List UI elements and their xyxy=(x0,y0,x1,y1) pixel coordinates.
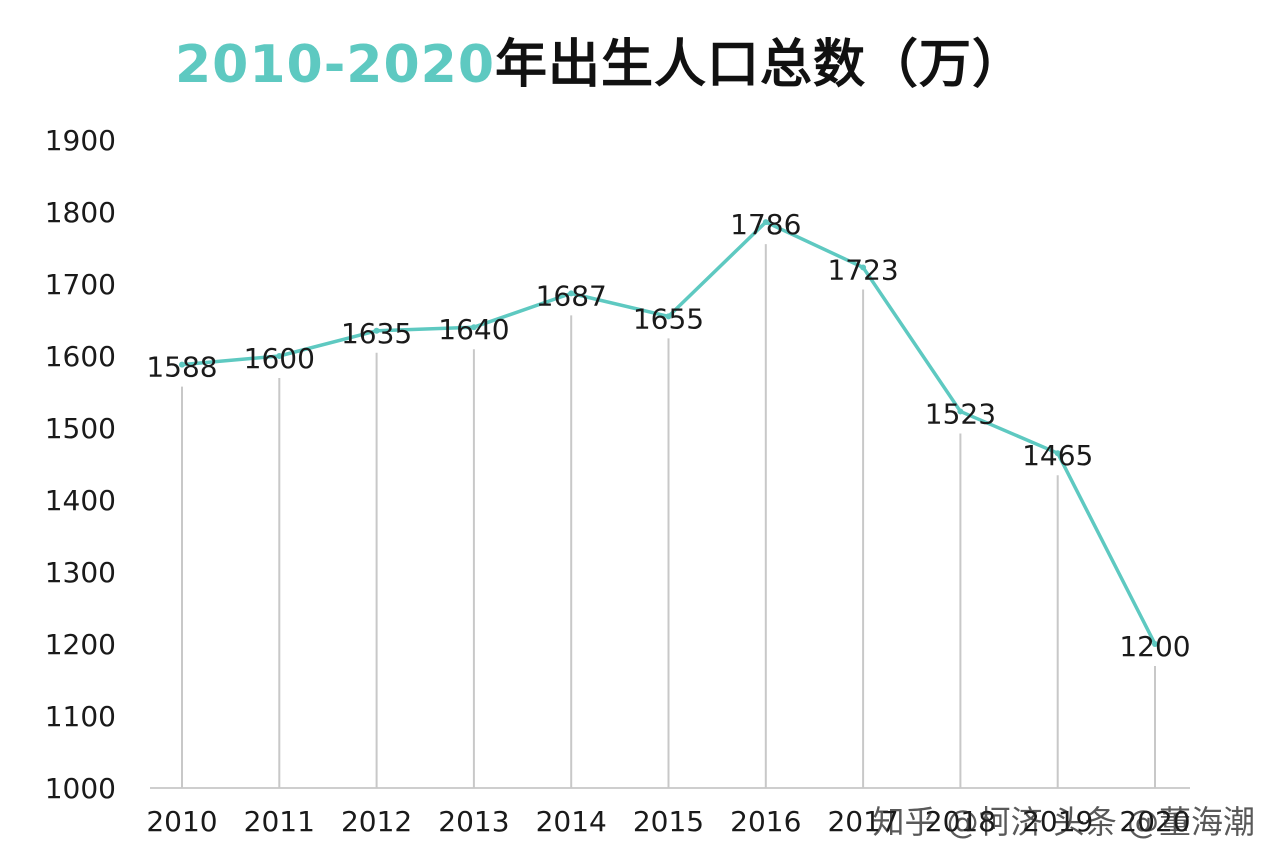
data-label: 1687 xyxy=(536,279,607,312)
data-point xyxy=(373,327,380,334)
data-label: 1723 xyxy=(827,253,898,286)
x-tick-label: 2017 xyxy=(827,805,898,838)
data-point xyxy=(665,313,672,320)
chart-title-text: 年出生人口总数（万） xyxy=(495,35,1026,95)
data-label: 1600 xyxy=(244,342,315,375)
data-point xyxy=(762,219,769,226)
x-tick-label: 2016 xyxy=(730,805,801,838)
y-tick-label: 1200 xyxy=(45,628,116,661)
y-tick-label: 1300 xyxy=(45,556,116,589)
data-label: 1588 xyxy=(146,351,217,384)
x-tick-label: 2019 xyxy=(1022,805,1093,838)
y-tick-label: 1600 xyxy=(45,340,116,373)
y-tick-label: 1700 xyxy=(45,268,116,301)
x-tick-label: 2020 xyxy=(1119,805,1190,838)
watermark-text: 知乎 @柯济 头条 @董海潮 xyxy=(872,803,1255,841)
data-label: 1200 xyxy=(1119,630,1190,663)
x-tick-label: 2018 xyxy=(925,805,996,838)
data-point xyxy=(276,353,283,359)
y-tick-label: 1000 xyxy=(45,772,116,805)
y-tick-label: 1800 xyxy=(45,196,116,229)
data-point xyxy=(860,264,867,271)
chart-title-years: 2010-2020 xyxy=(174,35,496,95)
y-tick-label: 1900 xyxy=(45,124,116,157)
y-tick-label: 1100 xyxy=(45,700,116,733)
chart-title: 2010-2020年出生人口总数（万） xyxy=(0,22,1200,97)
x-tick-label: 2011 xyxy=(244,805,315,838)
data-label: 1655 xyxy=(633,302,704,335)
data-point xyxy=(179,361,185,368)
data-point xyxy=(470,324,477,331)
y-tick-label: 1400 xyxy=(45,484,116,517)
x-tick-label: 2012 xyxy=(341,805,412,838)
x-tick-label: 2013 xyxy=(438,805,509,838)
data-point xyxy=(1152,641,1158,647)
data-point xyxy=(1054,450,1061,457)
data-point xyxy=(957,408,964,415)
data-label: 1523 xyxy=(925,397,996,430)
data-label: 1640 xyxy=(438,313,509,346)
data-label: 1465 xyxy=(1022,439,1093,472)
data-label: 1786 xyxy=(730,208,801,241)
x-tick-label: 2010 xyxy=(146,805,217,838)
x-tick-label: 2014 xyxy=(536,805,607,838)
y-tick-label: 1500 xyxy=(45,412,116,445)
x-tick-label: 2015 xyxy=(633,805,704,838)
data-label: 1635 xyxy=(341,317,412,350)
data-point xyxy=(568,290,575,297)
